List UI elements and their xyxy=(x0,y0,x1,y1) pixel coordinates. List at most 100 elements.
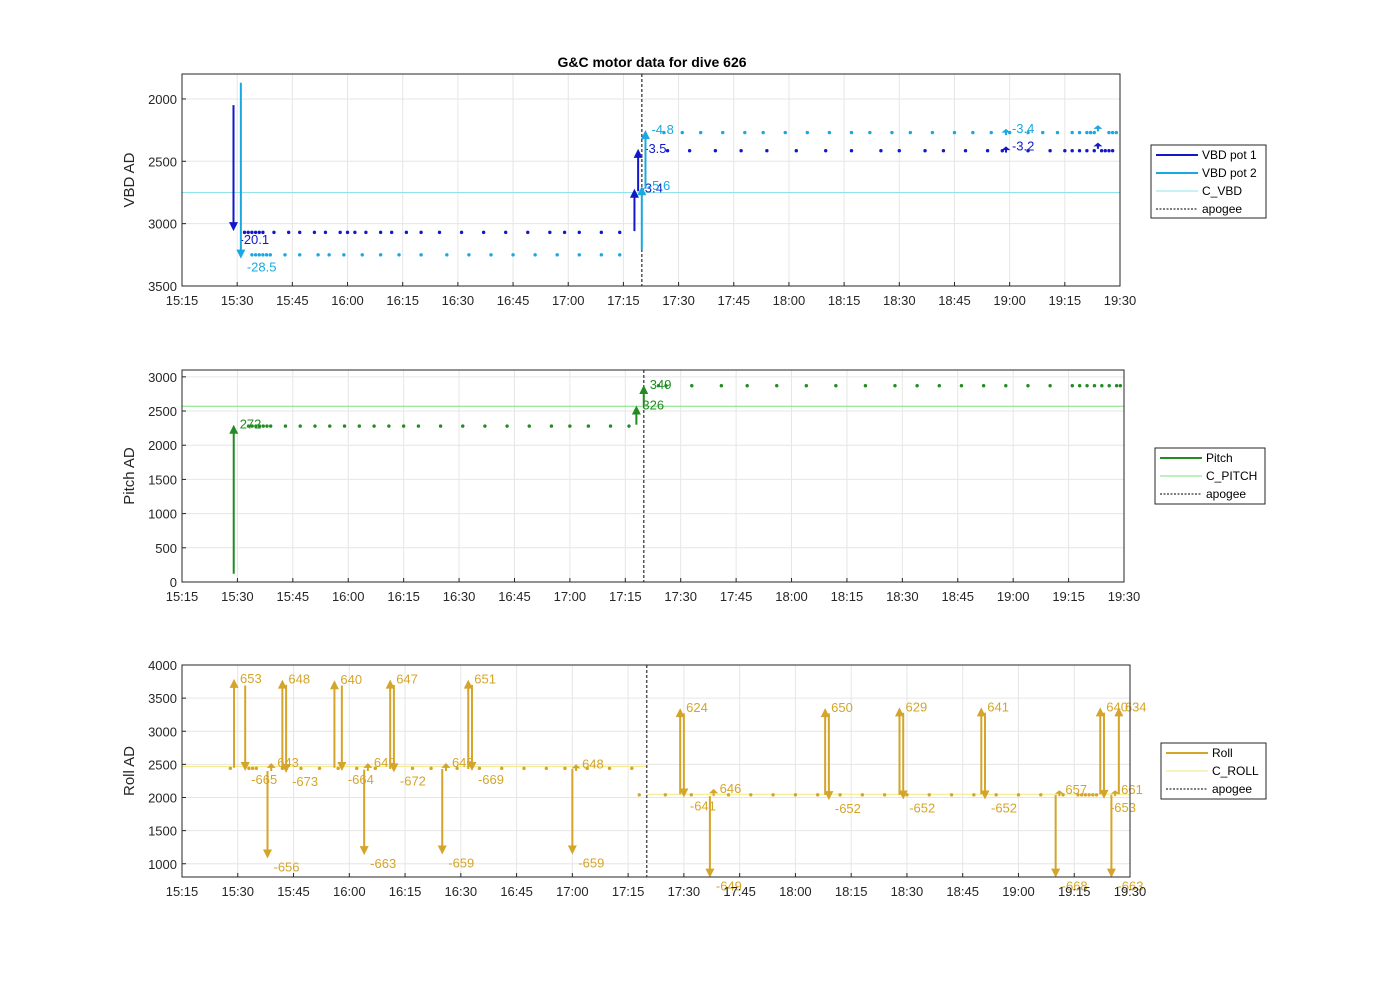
event-label: -3.4 xyxy=(1012,121,1034,136)
data-point xyxy=(568,424,572,428)
event-arrow-head xyxy=(236,249,246,259)
data-point xyxy=(599,230,604,235)
event-arrow-head xyxy=(329,680,339,690)
y-axis-label: VBD AD xyxy=(121,152,138,207)
y-tick-label: 3500 xyxy=(148,279,177,294)
x-tick-label: 15:30 xyxy=(221,589,254,604)
event-label: -659 xyxy=(448,855,474,870)
x-tick-label: 15:45 xyxy=(277,589,310,604)
event-label: 640 xyxy=(340,672,362,687)
data-point xyxy=(265,424,269,428)
figure-title: G&C motor data for dive 626 xyxy=(557,54,746,70)
event-label: 349 xyxy=(650,377,672,392)
event-arrow-head xyxy=(337,762,347,771)
data-point xyxy=(1107,384,1111,388)
event-label: 648 xyxy=(582,756,604,771)
x-tick-label: 16:00 xyxy=(331,293,364,308)
x-tick-label: 18:00 xyxy=(779,884,812,899)
data-point xyxy=(689,793,694,797)
data-point xyxy=(345,230,350,235)
event-arrow-head xyxy=(1093,125,1103,129)
event-arrow-head xyxy=(240,762,250,771)
data-point xyxy=(1110,130,1115,135)
data-point xyxy=(1016,793,1021,797)
data-point xyxy=(254,424,258,428)
data-point xyxy=(298,424,302,428)
data-point xyxy=(963,148,968,153)
data-point xyxy=(257,253,261,257)
data-point xyxy=(328,424,332,428)
event-arrow-head xyxy=(1093,142,1103,147)
x-tick-label: 16:15 xyxy=(389,884,422,899)
x-tick-label: 16:30 xyxy=(442,293,475,308)
x-tick-label: 18:15 xyxy=(835,884,868,899)
data-point xyxy=(1026,148,1030,153)
data-point xyxy=(816,793,820,797)
event-label: 629 xyxy=(906,699,928,714)
data-point xyxy=(949,793,954,797)
data-point xyxy=(562,230,567,235)
event-label: 634 xyxy=(1125,699,1147,714)
data-point xyxy=(372,424,376,428)
data-point xyxy=(637,793,641,797)
data-point xyxy=(952,130,957,135)
data-point xyxy=(838,793,842,797)
event-arrow-head xyxy=(1054,790,1064,794)
y-tick-label: 0 xyxy=(170,575,177,590)
data-point xyxy=(971,130,975,135)
x-tick-label: 18:00 xyxy=(773,293,806,308)
event-arrow-head xyxy=(1110,790,1120,794)
data-point xyxy=(1061,793,1065,797)
data-point xyxy=(1026,130,1030,135)
data-point xyxy=(608,424,613,428)
data-point xyxy=(721,130,725,135)
x-tick-label: 16:00 xyxy=(332,589,365,604)
legend-box xyxy=(1150,144,1267,219)
data-point xyxy=(656,384,661,388)
y-tick-label: 3500 xyxy=(148,691,177,706)
y-tick-label: 3000 xyxy=(148,724,177,739)
data-point xyxy=(863,384,868,388)
data-point xyxy=(253,253,258,257)
event-label: 657 xyxy=(1065,782,1087,797)
x-tick-label: 19:30 xyxy=(1104,293,1137,308)
data-point xyxy=(599,253,604,257)
x-tick-label: 15:15 xyxy=(166,884,199,899)
event-label: -4.8 xyxy=(651,122,673,137)
event-label: 650 xyxy=(831,700,853,715)
data-point xyxy=(504,230,508,235)
data-point xyxy=(794,148,798,153)
data-point xyxy=(268,253,272,257)
event-arrow-head xyxy=(441,763,451,768)
data-point xyxy=(257,230,261,235)
axes-box xyxy=(181,369,1125,583)
data-point xyxy=(257,424,262,428)
data-point xyxy=(743,130,747,135)
event-arrow-head xyxy=(1106,868,1116,878)
event-arrow-head xyxy=(898,790,908,800)
event-arrow-head xyxy=(1051,868,1061,878)
data-point xyxy=(357,424,362,428)
event-arrow-head xyxy=(229,678,239,688)
data-point xyxy=(882,793,887,797)
data-point xyxy=(897,148,901,153)
data-point xyxy=(445,253,449,257)
event-label: 647 xyxy=(396,672,418,687)
data-point xyxy=(298,253,302,257)
data-point xyxy=(1100,384,1104,388)
y-axis-label: Pitch AD xyxy=(121,447,138,505)
x-tick-label: 16:00 xyxy=(333,884,366,899)
data-point xyxy=(1076,793,1080,797)
y-tick-label: 2000 xyxy=(148,92,177,107)
data-point xyxy=(1091,793,1095,797)
data-point xyxy=(336,766,340,771)
data-point xyxy=(286,230,291,235)
x-tick-label: 16:45 xyxy=(497,293,530,308)
data-point xyxy=(663,793,667,797)
x-tick-label: 18:30 xyxy=(891,884,924,899)
data-point xyxy=(404,230,409,235)
event-label: -3.2 xyxy=(1012,138,1034,153)
data-point xyxy=(915,384,919,388)
data-point xyxy=(618,253,622,257)
